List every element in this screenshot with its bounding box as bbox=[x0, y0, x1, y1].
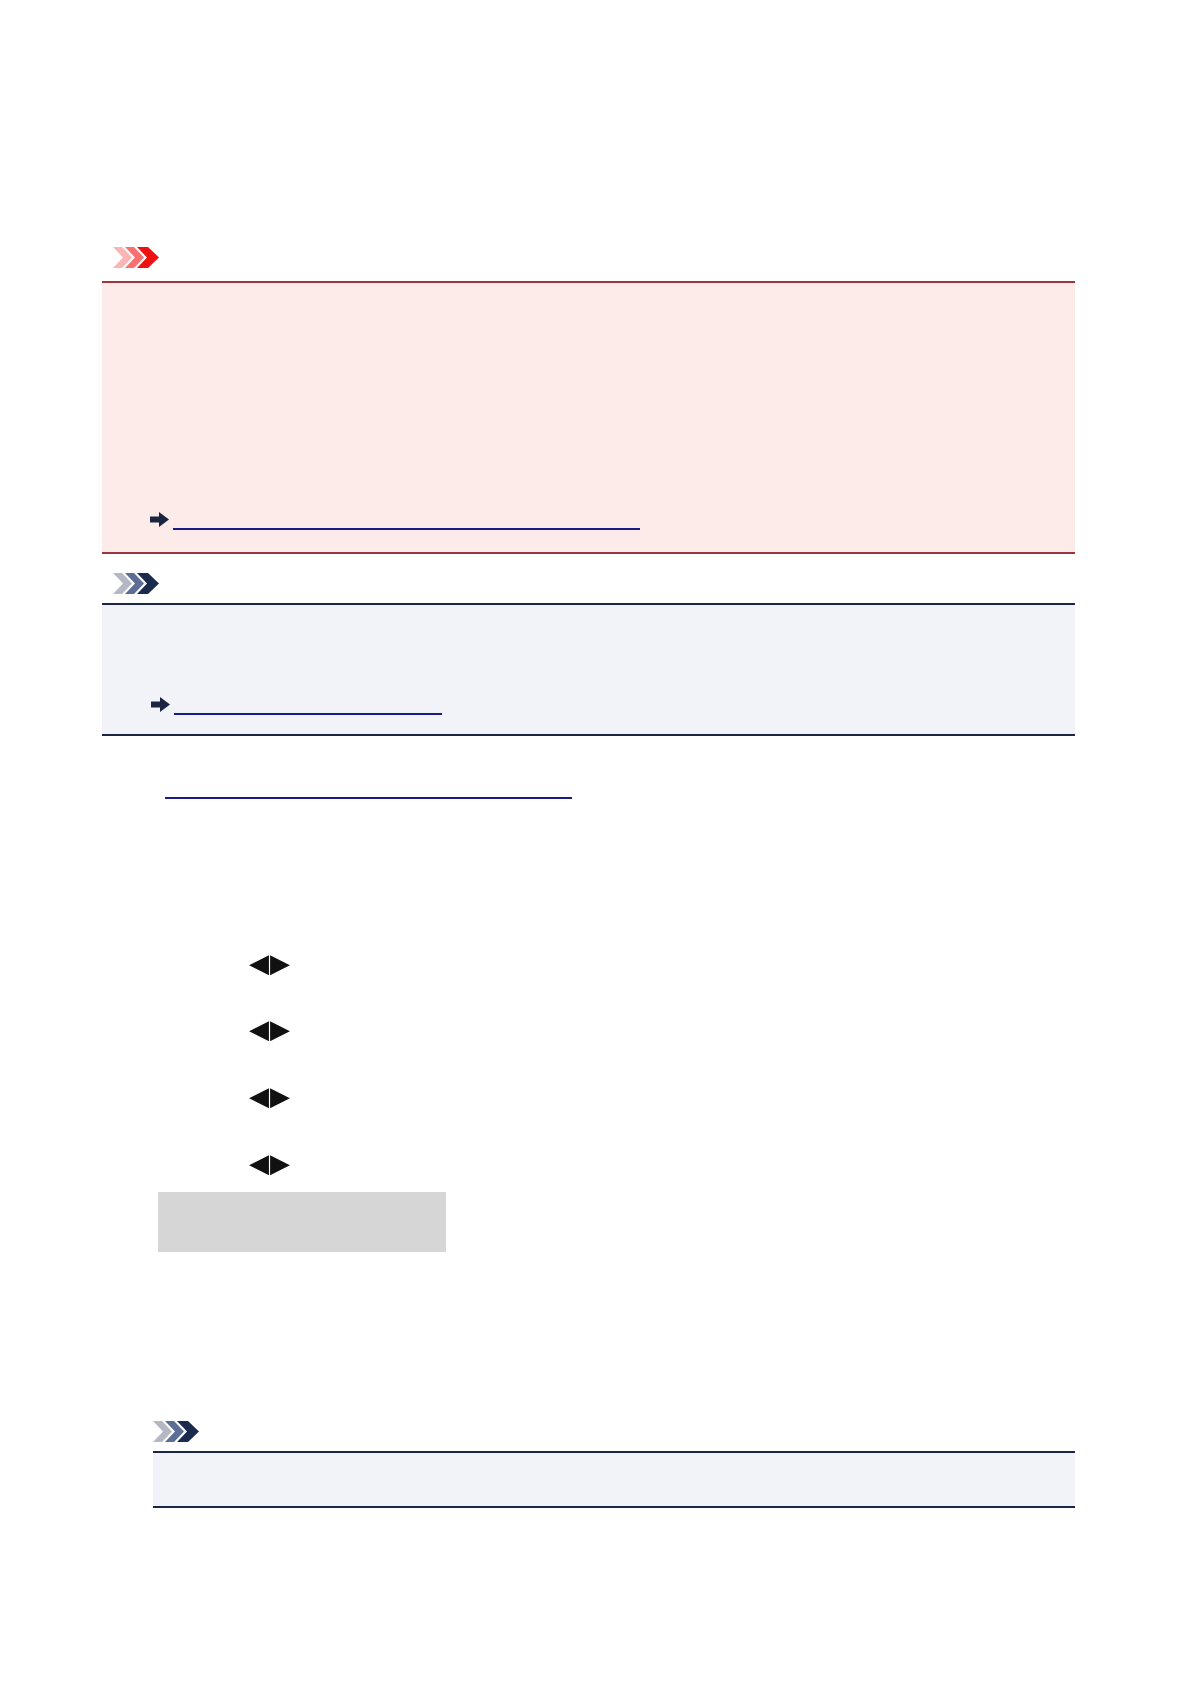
right-arrow-icon: ▶ bbox=[270, 1015, 290, 1045]
bottom-note-callout-box bbox=[153, 1451, 1075, 1508]
note-callout-box bbox=[102, 603, 1075, 736]
important-reference-link[interactable] bbox=[173, 512, 640, 530]
left-arrow-icon: ◀ bbox=[249, 1149, 269, 1179]
left-right-selector-icon: ◀ ▶ bbox=[249, 1017, 290, 1043]
note-chevrons-icon bbox=[113, 573, 161, 594]
right-arrow-icon: ▶ bbox=[270, 1082, 290, 1112]
arrow-right-icon bbox=[150, 512, 173, 527]
right-arrow-icon: ▶ bbox=[270, 949, 290, 979]
body-reference-link[interactable] bbox=[165, 781, 572, 799]
arrow-right-icon bbox=[151, 697, 174, 712]
lcd-text: Telephone line type ◀ *Touch tone bbox=[158, 1192, 446, 1252]
note-link-row bbox=[151, 697, 442, 715]
important-callout-box bbox=[102, 281, 1075, 554]
left-right-selector-icon: ◀ ▶ bbox=[249, 1084, 290, 1110]
lcd-display: Telephone line type ◀ *Touch tone bbox=[158, 1192, 446, 1252]
note-chevrons-icon bbox=[153, 1421, 201, 1442]
left-arrow-icon: ◀ bbox=[249, 1082, 269, 1112]
right-arrow-icon: ▶ bbox=[270, 1149, 290, 1179]
important-chevrons-icon bbox=[113, 247, 161, 268]
left-right-selector-icon: ◀ ▶ bbox=[249, 1151, 290, 1177]
note-reference-link[interactable] bbox=[174, 697, 442, 715]
important-link-row bbox=[150, 512, 640, 530]
left-arrow-icon: ◀ bbox=[249, 1015, 269, 1045]
left-right-selector-icon: ◀ ▶ bbox=[249, 951, 290, 977]
left-arrow-icon: ◀ bbox=[249, 949, 269, 979]
